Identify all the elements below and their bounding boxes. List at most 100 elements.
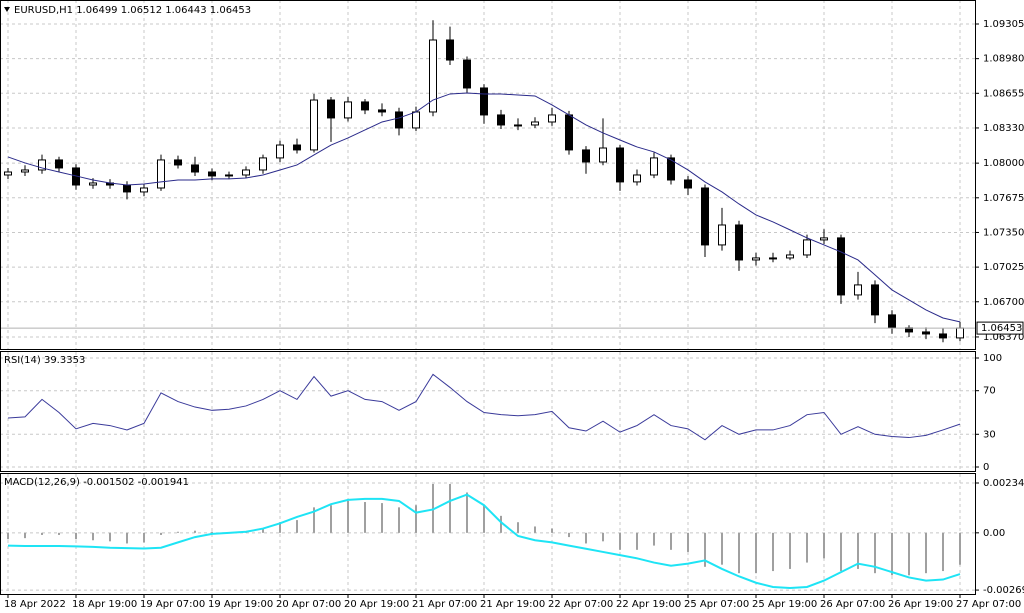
macd-bar bbox=[262, 528, 264, 533]
candle-body bbox=[837, 237, 845, 296]
candle-body bbox=[55, 159, 63, 169]
macd-bar bbox=[75, 532, 77, 540]
candle-body bbox=[616, 147, 624, 183]
candle-body bbox=[276, 144, 284, 159]
candle-body bbox=[429, 39, 437, 113]
candle-body bbox=[718, 224, 726, 246]
candle-body bbox=[684, 179, 692, 189]
macd-bar bbox=[755, 532, 757, 574]
x-tick-label: 19 Apr 19:00 bbox=[208, 599, 273, 610]
macd-bar bbox=[279, 522, 281, 533]
x-tick-label: 26 Apr 07:00 bbox=[820, 599, 885, 610]
candle-body bbox=[344, 101, 352, 119]
macd-bar bbox=[585, 532, 587, 544]
candle-body bbox=[956, 327, 964, 339]
y-tick-label: 0.00 bbox=[983, 528, 1005, 539]
macd-bar bbox=[466, 492, 468, 533]
candle-body bbox=[939, 333, 947, 339]
candle-body bbox=[854, 284, 862, 296]
macd-bar bbox=[398, 507, 400, 533]
candle-body bbox=[769, 257, 777, 260]
macd-bar bbox=[551, 528, 553, 533]
macd-bar bbox=[636, 532, 638, 550]
candle-body bbox=[259, 157, 267, 171]
macd-bar bbox=[415, 505, 417, 533]
x-tick-label: 21 Apr 19:00 bbox=[480, 599, 545, 610]
macd-panel-border bbox=[0, 473, 976, 595]
candle-body bbox=[395, 111, 403, 129]
candle-body bbox=[582, 149, 590, 163]
x-tick-label: 26 Apr 19:00 bbox=[888, 599, 953, 610]
x-tick-label: 25 Apr 19:00 bbox=[752, 599, 817, 610]
x-tick-label: 22 Apr 07:00 bbox=[548, 599, 613, 610]
chart-title: EURUSD,H1 1.06499 1.06512 1.06443 1.0645… bbox=[14, 5, 251, 16]
candle-body bbox=[140, 187, 148, 193]
macd-bar bbox=[942, 532, 944, 572]
labels: 18 Apr 2022 18 Apr 19:00 19 Apr 07:00 19 Ap… bbox=[4, 19, 1024, 610]
price-panel-border bbox=[0, 0, 976, 350]
candle-body bbox=[514, 124, 522, 127]
macd-bar bbox=[721, 532, 723, 565]
macd-bar bbox=[653, 532, 655, 546]
y-tick-label: 1.07350 bbox=[983, 227, 1024, 238]
moving-average bbox=[7, 92, 961, 323]
macd-bar bbox=[925, 532, 927, 574]
candle-body bbox=[378, 109, 386, 113]
macd-bar bbox=[449, 483, 451, 533]
candle-body bbox=[888, 314, 896, 329]
candle-body bbox=[174, 159, 182, 166]
macd-bar bbox=[7, 532, 9, 540]
candle-body bbox=[565, 114, 573, 151]
macd-bar bbox=[92, 532, 94, 541]
macd-bar bbox=[772, 532, 774, 572]
macd-bar bbox=[704, 532, 706, 567]
macd-bar bbox=[602, 532, 604, 542]
candle-body bbox=[531, 121, 539, 126]
x-tick-label: 27 Apr 07:00 bbox=[956, 599, 1021, 610]
rsi-title: RSI(14) 39.3353 bbox=[4, 355, 85, 366]
y-tick-label: 1.06700 bbox=[983, 297, 1024, 308]
macd-bar bbox=[126, 532, 128, 544]
macd-bar bbox=[908, 532, 910, 576]
y-tick-label: -0.002695 bbox=[983, 585, 1024, 596]
x-tick-label: 25 Apr 07:00 bbox=[684, 599, 749, 610]
macd-bar bbox=[687, 532, 689, 552]
macd-bar bbox=[143, 532, 145, 543]
candle-body bbox=[786, 254, 794, 259]
candle-body bbox=[293, 144, 301, 151]
macd-bar bbox=[330, 505, 332, 533]
rsi-line bbox=[7, 373, 961, 441]
candle-body bbox=[242, 169, 250, 176]
macd-bar bbox=[381, 503, 383, 533]
macd-bar bbox=[500, 515, 502, 533]
y-tick-label: 30 bbox=[983, 429, 996, 440]
macd-bar bbox=[347, 500, 349, 533]
macd-bar bbox=[959, 532, 961, 565]
macd-bar bbox=[823, 532, 825, 559]
candle-body bbox=[480, 87, 488, 116]
x-tick-label: 20 Apr 07:00 bbox=[276, 599, 341, 610]
candle-body bbox=[922, 331, 930, 335]
x-tick-label: 20 Apr 19:00 bbox=[344, 599, 409, 610]
macd-bar bbox=[296, 520, 298, 533]
candle-body bbox=[735, 224, 743, 261]
y-tick-label: 1.07025 bbox=[983, 262, 1024, 273]
candle-body bbox=[191, 164, 199, 173]
y-tick-label: 1.07675 bbox=[983, 193, 1024, 204]
menu-triangle[interactable] bbox=[4, 7, 10, 12]
macd-bar bbox=[874, 532, 876, 574]
candle-body bbox=[310, 99, 318, 151]
macd-bar bbox=[24, 532, 26, 539]
candle-body bbox=[208, 171, 216, 177]
last-price-label: 1.06453 bbox=[981, 323, 1022, 334]
macd-bar bbox=[109, 532, 111, 542]
y-tick-label: 100 bbox=[983, 353, 1002, 364]
macd-bar bbox=[160, 532, 162, 535]
macd-bar bbox=[517, 522, 519, 533]
macd-bar bbox=[891, 532, 893, 576]
macd-bar bbox=[738, 532, 740, 574]
macd-bar bbox=[313, 507, 315, 533]
candle-body bbox=[701, 187, 709, 246]
macd-bar bbox=[58, 532, 60, 535]
